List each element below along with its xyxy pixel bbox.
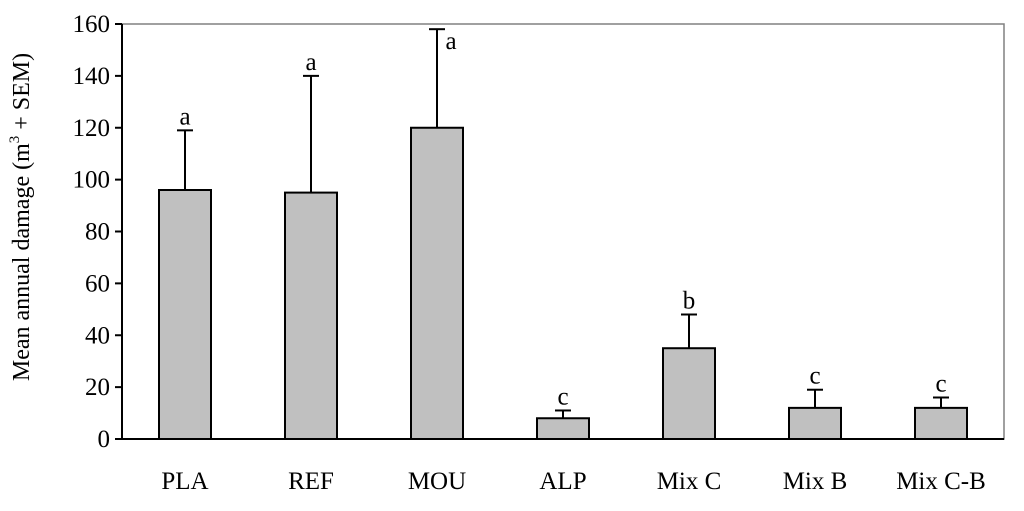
significance-label: b [683, 288, 696, 315]
significance-label: a [179, 103, 190, 130]
x-tick-label: Mix C-B [896, 468, 986, 495]
significance-label: c [809, 363, 820, 390]
y-tick-label: 60 [85, 270, 110, 297]
significance-label: a [445, 28, 456, 55]
x-tick-label: Mix C [657, 468, 722, 495]
y-tick-label: 20 [85, 374, 110, 401]
x-tick-label: ALP [539, 468, 586, 495]
y-axis-label: Mean annual damage (m3 + SEM) [7, 53, 35, 381]
bar-pla [158, 189, 212, 440]
x-tick-label: MOU [408, 468, 466, 495]
significance-label: a [305, 49, 316, 76]
significance-label: c [935, 371, 946, 398]
bar-mix-c [662, 347, 716, 440]
plot-area-border [121, 23, 1005, 440]
y-tick-label: 140 [73, 63, 111, 90]
y-tick-label: 0 [98, 426, 111, 453]
bar-mix-c-b [914, 406, 968, 440]
x-tick-label: PLA [161, 468, 208, 495]
bar-alp [536, 417, 590, 440]
bar-mix-b [788, 406, 842, 440]
y-tick-label: 80 [85, 219, 110, 246]
significance-label: c [557, 383, 568, 410]
y-tick-label: 120 [73, 115, 111, 142]
y-tick-label: 160 [73, 11, 111, 38]
y-tick-label: 40 [85, 322, 110, 349]
x-tick-label: REF [288, 468, 334, 495]
x-tick-label: Mix B [783, 468, 848, 495]
bar-mou [410, 126, 464, 440]
bar-ref [284, 191, 338, 440]
y-tick-label: 100 [73, 167, 111, 194]
